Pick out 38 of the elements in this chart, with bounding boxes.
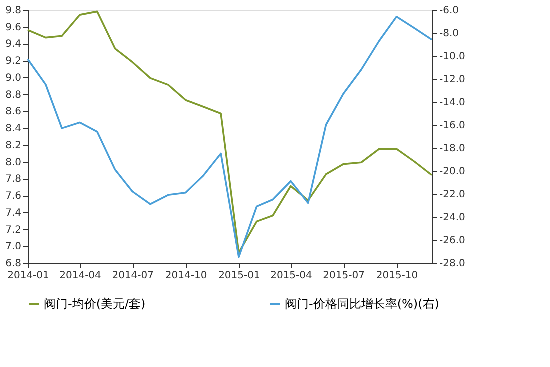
x-tick-label: 2014-07: [112, 270, 154, 282]
y2-tick-label: -14.0: [440, 98, 466, 108]
y2-tick-label: -12.0: [440, 74, 466, 86]
x-tick-label: 2015-01: [218, 270, 260, 282]
y2-tick-label: -26.0: [440, 236, 466, 246]
x-tick-label: 2014-10: [165, 270, 208, 282]
y-tick-label: 8.4: [6, 124, 22, 135]
y2-tick-label: -22.0: [440, 190, 466, 200]
y-tick-label: 6.8: [6, 258, 22, 270]
y-tick-label: 9.4: [6, 39, 22, 50]
y-tick-label: 9.6: [6, 22, 22, 34]
legend-label: 阀门-均价(美元/套): [44, 297, 146, 311]
y2-tick-label: -16.0: [440, 120, 466, 132]
y-tick-label: 9.0: [6, 72, 22, 84]
y2-tick-label: -20.0: [440, 166, 466, 178]
x-tick-label: 2015-04: [270, 270, 312, 282]
x-tick-label: 2014-01: [8, 270, 50, 282]
y2-tick-label: -24.0: [440, 212, 466, 224]
y2-tick-label: -18.0: [440, 144, 466, 154]
y2-tick-label: -6.0: [440, 6, 460, 16]
legend-label: 阀门-价格同比增长率(%)(右): [285, 297, 440, 311]
y-tick-label: 7.2: [6, 224, 22, 236]
y-tick-label: 8.8: [6, 90, 22, 101]
y2-tick-label: -10.0: [440, 52, 466, 62]
y2-tick-label: -28.0: [440, 258, 466, 270]
y-tick-label: 7.6: [6, 191, 22, 202]
y-tick-label: 9.2: [6, 56, 22, 68]
x-tick-label: 2015-10: [376, 270, 418, 282]
x-tick-label: 2015-07: [323, 270, 365, 282]
y-tick-label: 8.2: [6, 140, 22, 152]
y2-tick-label: -8.0: [440, 28, 460, 40]
y-tick-label: 9.8: [6, 6, 22, 16]
y-tick-label: 7.0: [6, 242, 22, 253]
y-tick-label: 7.4: [6, 208, 22, 219]
y-tick-label: 8.0: [6, 157, 22, 168]
y-tick-label: 7.8: [6, 174, 22, 186]
x-tick-label: 2014-04: [60, 270, 102, 282]
y-tick-label: 8.6: [6, 106, 22, 118]
